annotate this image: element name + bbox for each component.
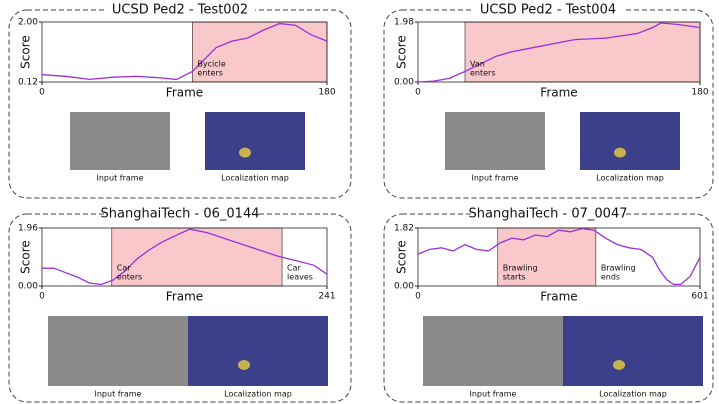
- x-tick-label: 241: [318, 292, 335, 302]
- y-tick-label: 2.00: [18, 18, 38, 28]
- y-tick-label: 1.96: [18, 224, 38, 234]
- y-axis-label: Score: [395, 35, 409, 69]
- annotation: ends: [601, 273, 620, 282]
- y-axis-label: Score: [19, 240, 33, 274]
- annotation: Brawling: [503, 264, 538, 273]
- annotation: enters: [197, 69, 223, 78]
- annotation: starts: [503, 273, 526, 282]
- localization-map: [205, 112, 305, 170]
- annotation: Car: [117, 264, 131, 273]
- heat-spot: [614, 148, 626, 158]
- y-tick-label: 0.00: [394, 282, 414, 292]
- panel-title: ShanghaiTech - 06_0144: [101, 207, 260, 222]
- x-tick-label: 601: [691, 292, 708, 302]
- anomaly-region: [465, 22, 700, 82]
- x-tick-label: 0: [39, 292, 45, 302]
- x-axis-label: Frame: [540, 290, 577, 304]
- annotation: Brawling: [601, 264, 636, 273]
- panel-title: ShanghaiTech - 07_0047: [469, 207, 628, 222]
- y-tick-label: 0.00: [394, 78, 414, 88]
- panel-title: UCSD Ped2 - Test004: [480, 3, 616, 18]
- y-axis-label: Score: [19, 35, 33, 69]
- annotation: Bycicle: [197, 60, 225, 69]
- input-frame: [70, 112, 170, 170]
- input-frame: [423, 316, 563, 386]
- annotation: enters: [117, 273, 143, 282]
- input-frame: [445, 112, 545, 170]
- image-caption: Input frame: [97, 174, 144, 183]
- image-caption: Localization map: [221, 174, 289, 183]
- y-tick-label: 0.00: [18, 282, 38, 292]
- heat-spot: [239, 148, 251, 158]
- x-tick-label: 0: [415, 292, 421, 302]
- heat-spot: [613, 360, 625, 370]
- y-tick-label: 1.98: [394, 18, 414, 28]
- y-tick-label: 0.12: [18, 78, 38, 88]
- image-caption: Localization map: [599, 390, 667, 399]
- annotation: leaves: [287, 273, 313, 282]
- image-caption: Input frame: [472, 174, 519, 183]
- y-axis-label: Score: [395, 240, 409, 274]
- localization-map: [580, 112, 680, 170]
- image-caption: Localization map: [224, 390, 292, 399]
- figure: UCSD Ped2 - Test002 0.12 2.00 0 180 Frame Scor…: [0, 0, 719, 404]
- image-caption: Input frame: [95, 390, 142, 399]
- heat-spot: [238, 360, 250, 370]
- y-tick-label: 1.82: [394, 224, 414, 234]
- localization-map: [563, 316, 703, 386]
- x-tick-label: 180: [691, 88, 708, 98]
- annotation: enters: [470, 69, 496, 78]
- input-frame: [48, 316, 188, 386]
- x-axis-label: Frame: [540, 86, 577, 100]
- x-axis-label: Frame: [166, 86, 203, 100]
- panel-title: UCSD Ped2 - Test002: [112, 3, 248, 18]
- image-caption: Input frame: [470, 390, 517, 399]
- annotation: Van: [470, 60, 485, 69]
- localization-map: [188, 316, 328, 386]
- x-axis-label: Frame: [166, 290, 203, 304]
- image-caption: Localization map: [596, 174, 664, 183]
- x-tick-label: 0: [415, 88, 421, 98]
- annotation: Car: [287, 264, 301, 273]
- x-tick-label: 180: [318, 88, 335, 98]
- x-tick-label: 0: [39, 88, 45, 98]
